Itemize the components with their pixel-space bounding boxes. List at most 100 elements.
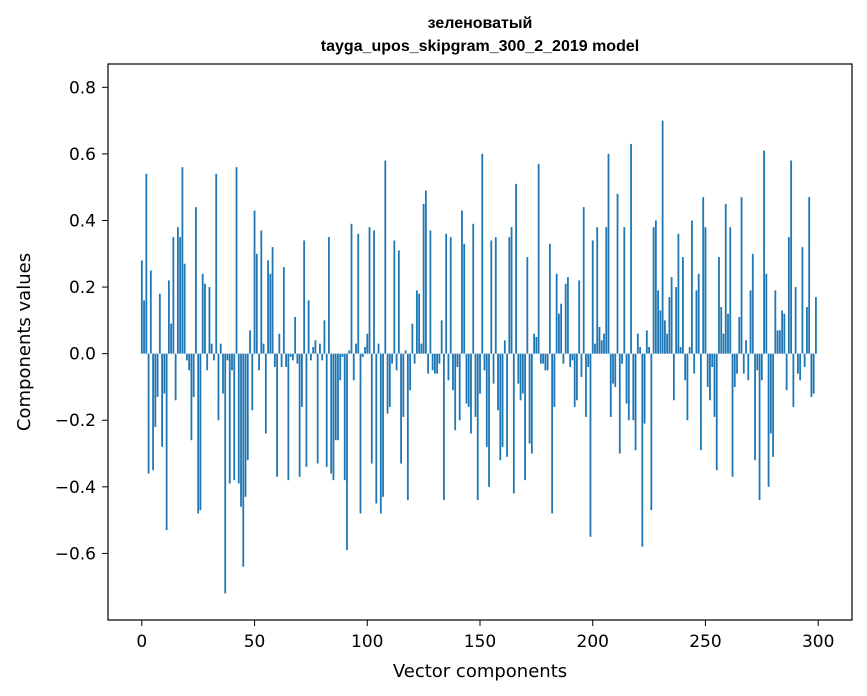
bar xyxy=(727,313,729,354)
bar xyxy=(542,353,545,364)
bar xyxy=(271,247,274,354)
bar xyxy=(711,353,714,367)
y-tick-label: 0.2 xyxy=(69,278,96,298)
bar xyxy=(533,333,536,354)
y-tick-label: 0.4 xyxy=(69,211,96,231)
bar xyxy=(774,290,777,354)
bar xyxy=(355,343,357,354)
bar xyxy=(314,340,317,354)
bar xyxy=(170,323,173,354)
bar xyxy=(567,277,569,354)
bar xyxy=(724,203,727,354)
bar xyxy=(634,353,637,451)
bar xyxy=(213,353,215,361)
bar xyxy=(526,257,529,354)
bar xyxy=(758,353,761,501)
bar xyxy=(612,353,614,384)
bar xyxy=(799,353,802,381)
bar xyxy=(337,353,339,441)
bar xyxy=(605,227,608,354)
bar xyxy=(598,327,601,354)
bar xyxy=(720,307,723,354)
bar xyxy=(470,353,472,434)
bar xyxy=(375,353,378,504)
bar xyxy=(627,353,630,421)
bar xyxy=(645,330,648,354)
bar xyxy=(186,353,188,361)
bar xyxy=(420,343,423,354)
bars-group xyxy=(140,120,817,594)
bar xyxy=(643,353,646,424)
bar xyxy=(364,346,366,354)
bar xyxy=(429,230,432,354)
bar xyxy=(204,283,206,354)
bar xyxy=(614,353,617,387)
bar xyxy=(357,233,360,354)
bar xyxy=(763,150,765,354)
bar xyxy=(427,353,430,374)
bar xyxy=(206,353,209,371)
bar xyxy=(596,227,599,354)
bar xyxy=(411,323,414,354)
bar xyxy=(242,353,245,567)
bar xyxy=(494,237,497,354)
bar xyxy=(603,333,605,354)
bar xyxy=(695,290,698,354)
bar xyxy=(350,223,353,354)
bar xyxy=(219,343,222,354)
bar xyxy=(235,167,238,354)
bar xyxy=(287,353,290,481)
bar xyxy=(519,353,522,401)
bar xyxy=(488,353,490,487)
bar xyxy=(609,353,612,417)
bar xyxy=(718,257,720,354)
bar xyxy=(546,353,549,371)
bar xyxy=(154,353,157,427)
bar xyxy=(152,353,154,471)
bar xyxy=(291,353,294,361)
y-tick-label: 0.0 xyxy=(69,345,96,365)
bar xyxy=(467,353,470,407)
bar xyxy=(670,277,673,354)
bar xyxy=(258,353,260,371)
y-axis-label: Components values xyxy=(14,253,35,431)
bar xyxy=(778,330,781,354)
bar xyxy=(668,297,671,354)
bar xyxy=(535,337,538,354)
y-tick-label: −0.4 xyxy=(55,478,96,498)
bar xyxy=(765,273,768,354)
bar xyxy=(812,353,815,394)
bar xyxy=(305,353,308,467)
x-axis-ticks: 0 50 100 150 200 250 300 xyxy=(136,620,834,652)
bar xyxy=(772,353,774,457)
bar xyxy=(440,320,443,354)
bar xyxy=(650,353,653,511)
bar xyxy=(815,297,817,354)
bar xyxy=(562,353,565,364)
bar xyxy=(140,260,143,354)
bar xyxy=(393,240,396,354)
bar xyxy=(377,343,380,354)
bar xyxy=(591,240,594,354)
bar xyxy=(722,333,725,354)
bar xyxy=(736,353,738,374)
x-tick-label: 100 xyxy=(351,632,383,652)
bar xyxy=(625,353,628,404)
bar xyxy=(499,353,502,461)
bar xyxy=(571,353,574,361)
bar xyxy=(691,220,693,354)
bar xyxy=(285,353,288,367)
bar xyxy=(796,353,799,374)
bar xyxy=(404,350,407,354)
bar xyxy=(332,353,335,481)
x-tick-label: 250 xyxy=(689,632,721,652)
bar xyxy=(607,153,610,354)
bar xyxy=(808,197,811,354)
bar xyxy=(558,313,560,354)
x-tick-label: 50 xyxy=(244,632,266,652)
bar xyxy=(181,167,184,354)
bar xyxy=(636,333,639,354)
x-axis-label: Vector components xyxy=(393,661,567,682)
bar xyxy=(422,203,425,354)
bar xyxy=(402,353,405,417)
